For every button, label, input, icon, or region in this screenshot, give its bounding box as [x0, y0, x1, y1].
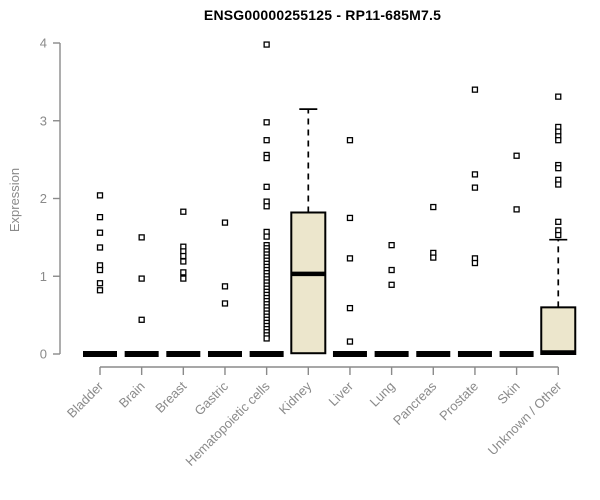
category-label: Prostate — [436, 379, 481, 424]
outlier-point — [555, 218, 562, 225]
box-bladder — [83, 351, 117, 357]
box-brain — [124, 351, 159, 357]
y-tick-label: 0 — [40, 347, 47, 362]
outlier-point — [263, 335, 270, 342]
outlier-point — [555, 137, 562, 144]
category-label: Breast — [152, 378, 189, 415]
outlier-point — [263, 233, 270, 240]
outlier-point — [180, 269, 187, 276]
outlier-point — [96, 266, 104, 274]
outlier-point — [388, 266, 395, 274]
y-tick-label: 1 — [40, 269, 47, 284]
box-liver — [332, 351, 367, 357]
category-label: Brain — [116, 379, 148, 411]
outlier-point — [513, 152, 520, 159]
outlier-point — [555, 93, 562, 100]
y-tick-label: 4 — [40, 36, 47, 51]
outlier-point — [180, 208, 187, 215]
outlier-point — [388, 241, 395, 249]
y-tick-label: 3 — [40, 113, 47, 128]
outlier-point — [430, 203, 437, 211]
outlier-point — [471, 184, 479, 191]
outlier-point — [221, 283, 229, 290]
outlier-point — [96, 287, 104, 294]
outlier-point — [96, 280, 104, 287]
box-hematopoietic-cells — [249, 351, 284, 357]
outlier-point — [96, 244, 104, 251]
outlier-point — [555, 181, 562, 188]
box-lung — [374, 351, 409, 357]
category-label: Gastric — [191, 378, 231, 418]
box-skin — [499, 351, 534, 357]
box-pancreas — [416, 351, 451, 357]
outlier-point — [346, 304, 354, 312]
box-unknown-other — [540, 306, 577, 356]
outlier-point — [263, 203, 270, 210]
category-label: Kidney — [276, 378, 315, 417]
outlier-point — [513, 206, 520, 213]
chart-title: ENSG00000255125 - RP11-685M7.5 — [203, 7, 442, 23]
box-breast — [166, 351, 201, 357]
box-gastric — [207, 351, 242, 357]
category-label: Lung — [367, 379, 398, 410]
outlier-point — [138, 316, 145, 323]
category-label: Unknown / Other — [485, 378, 565, 458]
outlier-point — [471, 259, 479, 267]
outlier-point — [221, 219, 229, 226]
outlier-point — [555, 231, 562, 239]
box-kidney — [290, 211, 327, 355]
outlier-point — [263, 119, 270, 126]
category-label: Bladder — [64, 378, 107, 421]
outlier-point — [180, 275, 187, 282]
outlier-point — [263, 41, 270, 48]
outlier-point — [263, 154, 270, 162]
outlier-point — [346, 214, 354, 222]
outlier-point — [555, 165, 562, 172]
outlier-point — [180, 252, 187, 260]
outlier-point — [471, 171, 479, 178]
outlier-point — [263, 183, 270, 190]
outlier-point — [96, 214, 104, 221]
outlier-point — [430, 254, 437, 261]
outlier-point — [138, 234, 145, 241]
outlier-point — [263, 137, 270, 144]
outlier-point — [346, 255, 354, 262]
outlier-point — [96, 229, 104, 236]
outlier-point — [388, 281, 395, 288]
box-prostate — [457, 351, 492, 357]
category-label: Liver — [326, 378, 357, 409]
outlier-point — [471, 86, 479, 93]
outlier-point — [180, 258, 187, 265]
outlier-point — [221, 300, 229, 307]
outlier-point — [96, 192, 104, 199]
category-label: Skin — [494, 379, 522, 407]
category-label: Pancreas — [390, 378, 440, 428]
y-tick-label: 2 — [40, 191, 47, 206]
outlier-point — [138, 275, 145, 282]
outlier-point — [346, 137, 354, 144]
outlier-point — [346, 338, 354, 345]
